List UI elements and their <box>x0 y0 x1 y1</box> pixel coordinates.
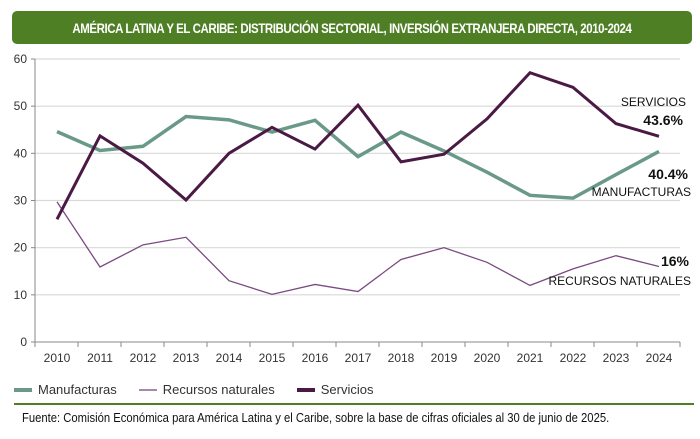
x-tick-label: 2022 <box>560 351 587 365</box>
legend-item-recursos: Recursos naturales <box>138 382 275 397</box>
legend-swatch-manufacturas <box>14 387 32 392</box>
x-tick-label: 2011 <box>87 351 113 365</box>
x-tick-label: 2015 <box>259 351 286 365</box>
x-tick-label: 2019 <box>431 351 458 365</box>
x-tick-label: 2018 <box>388 351 415 365</box>
legend-swatch-servicios <box>296 387 315 392</box>
x-tick-label: 2014 <box>216 351 243 365</box>
x-tick-label: 2023 <box>603 351 630 365</box>
y-tick-label: 30 <box>14 194 28 208</box>
chart-title-banner: AMÉRICA LATINA Y EL CARIBE: DISTRIBUCIÓN… <box>12 11 692 44</box>
source-note: Fuente: Comisión Económica para América … <box>22 411 610 425</box>
legend-label: Manufacturas <box>38 382 117 397</box>
annotation-recursos-value: 16% <box>661 253 690 269</box>
legend-swatch-recursos <box>138 388 157 391</box>
x-tick-label: 2020 <box>474 351 501 365</box>
legend-label: Servicios <box>320 382 374 397</box>
y-tick-label: 10 <box>14 288 28 302</box>
y-tick-label: 60 <box>14 52 28 66</box>
divider <box>14 403 694 405</box>
annotation-manufacturas-value: 40.4% <box>648 166 688 182</box>
series-lines <box>55 70 660 296</box>
chart-title: AMÉRICA LATINA Y EL CARIBE: DISTRIBUCIÓN… <box>72 19 632 36</box>
x-tick-label: 2010 <box>44 351 71 365</box>
axes: 0 10 20 30 40 50 60 2010 2011 2012 2013 2014 2015 201… <box>14 52 681 365</box>
x-tick-label: 2024 <box>646 351 673 365</box>
y-tick-label: 20 <box>14 241 28 255</box>
x-tick-label: 2012 <box>130 351 157 365</box>
annotation-recursos-label: RECURSOS NATURALES <box>549 274 691 288</box>
legend: Manufacturas Recursos naturales Servicio… <box>14 382 374 397</box>
annotations: SERVICIOS 43.6% 40.4% MANUFACTURAS 16% RECURS… <box>549 95 691 288</box>
annotation-servicios-label: SERVICIOS <box>621 95 686 109</box>
legend-label: Recursos naturales <box>162 382 275 397</box>
annotation-servicios-value: 43.6% <box>643 112 683 128</box>
legend-item-manufacturas: Manufacturas <box>14 382 117 397</box>
legend-item-servicios: Servicios <box>296 382 374 397</box>
x-tick-label: 2021 <box>517 351 544 365</box>
x-tick-label: 2013 <box>173 351 200 365</box>
y-tick-label: 40 <box>14 146 28 160</box>
y-tick-label: 0 <box>20 335 27 349</box>
x-tick-label: 2016 <box>302 351 329 365</box>
y-tick-label: 50 <box>14 99 28 113</box>
annotation-manufacturas-label: MANUFACTURAS <box>592 185 691 199</box>
series-line-manufacturas <box>56 114 660 200</box>
x-tick-label: 2017 <box>345 351 372 365</box>
